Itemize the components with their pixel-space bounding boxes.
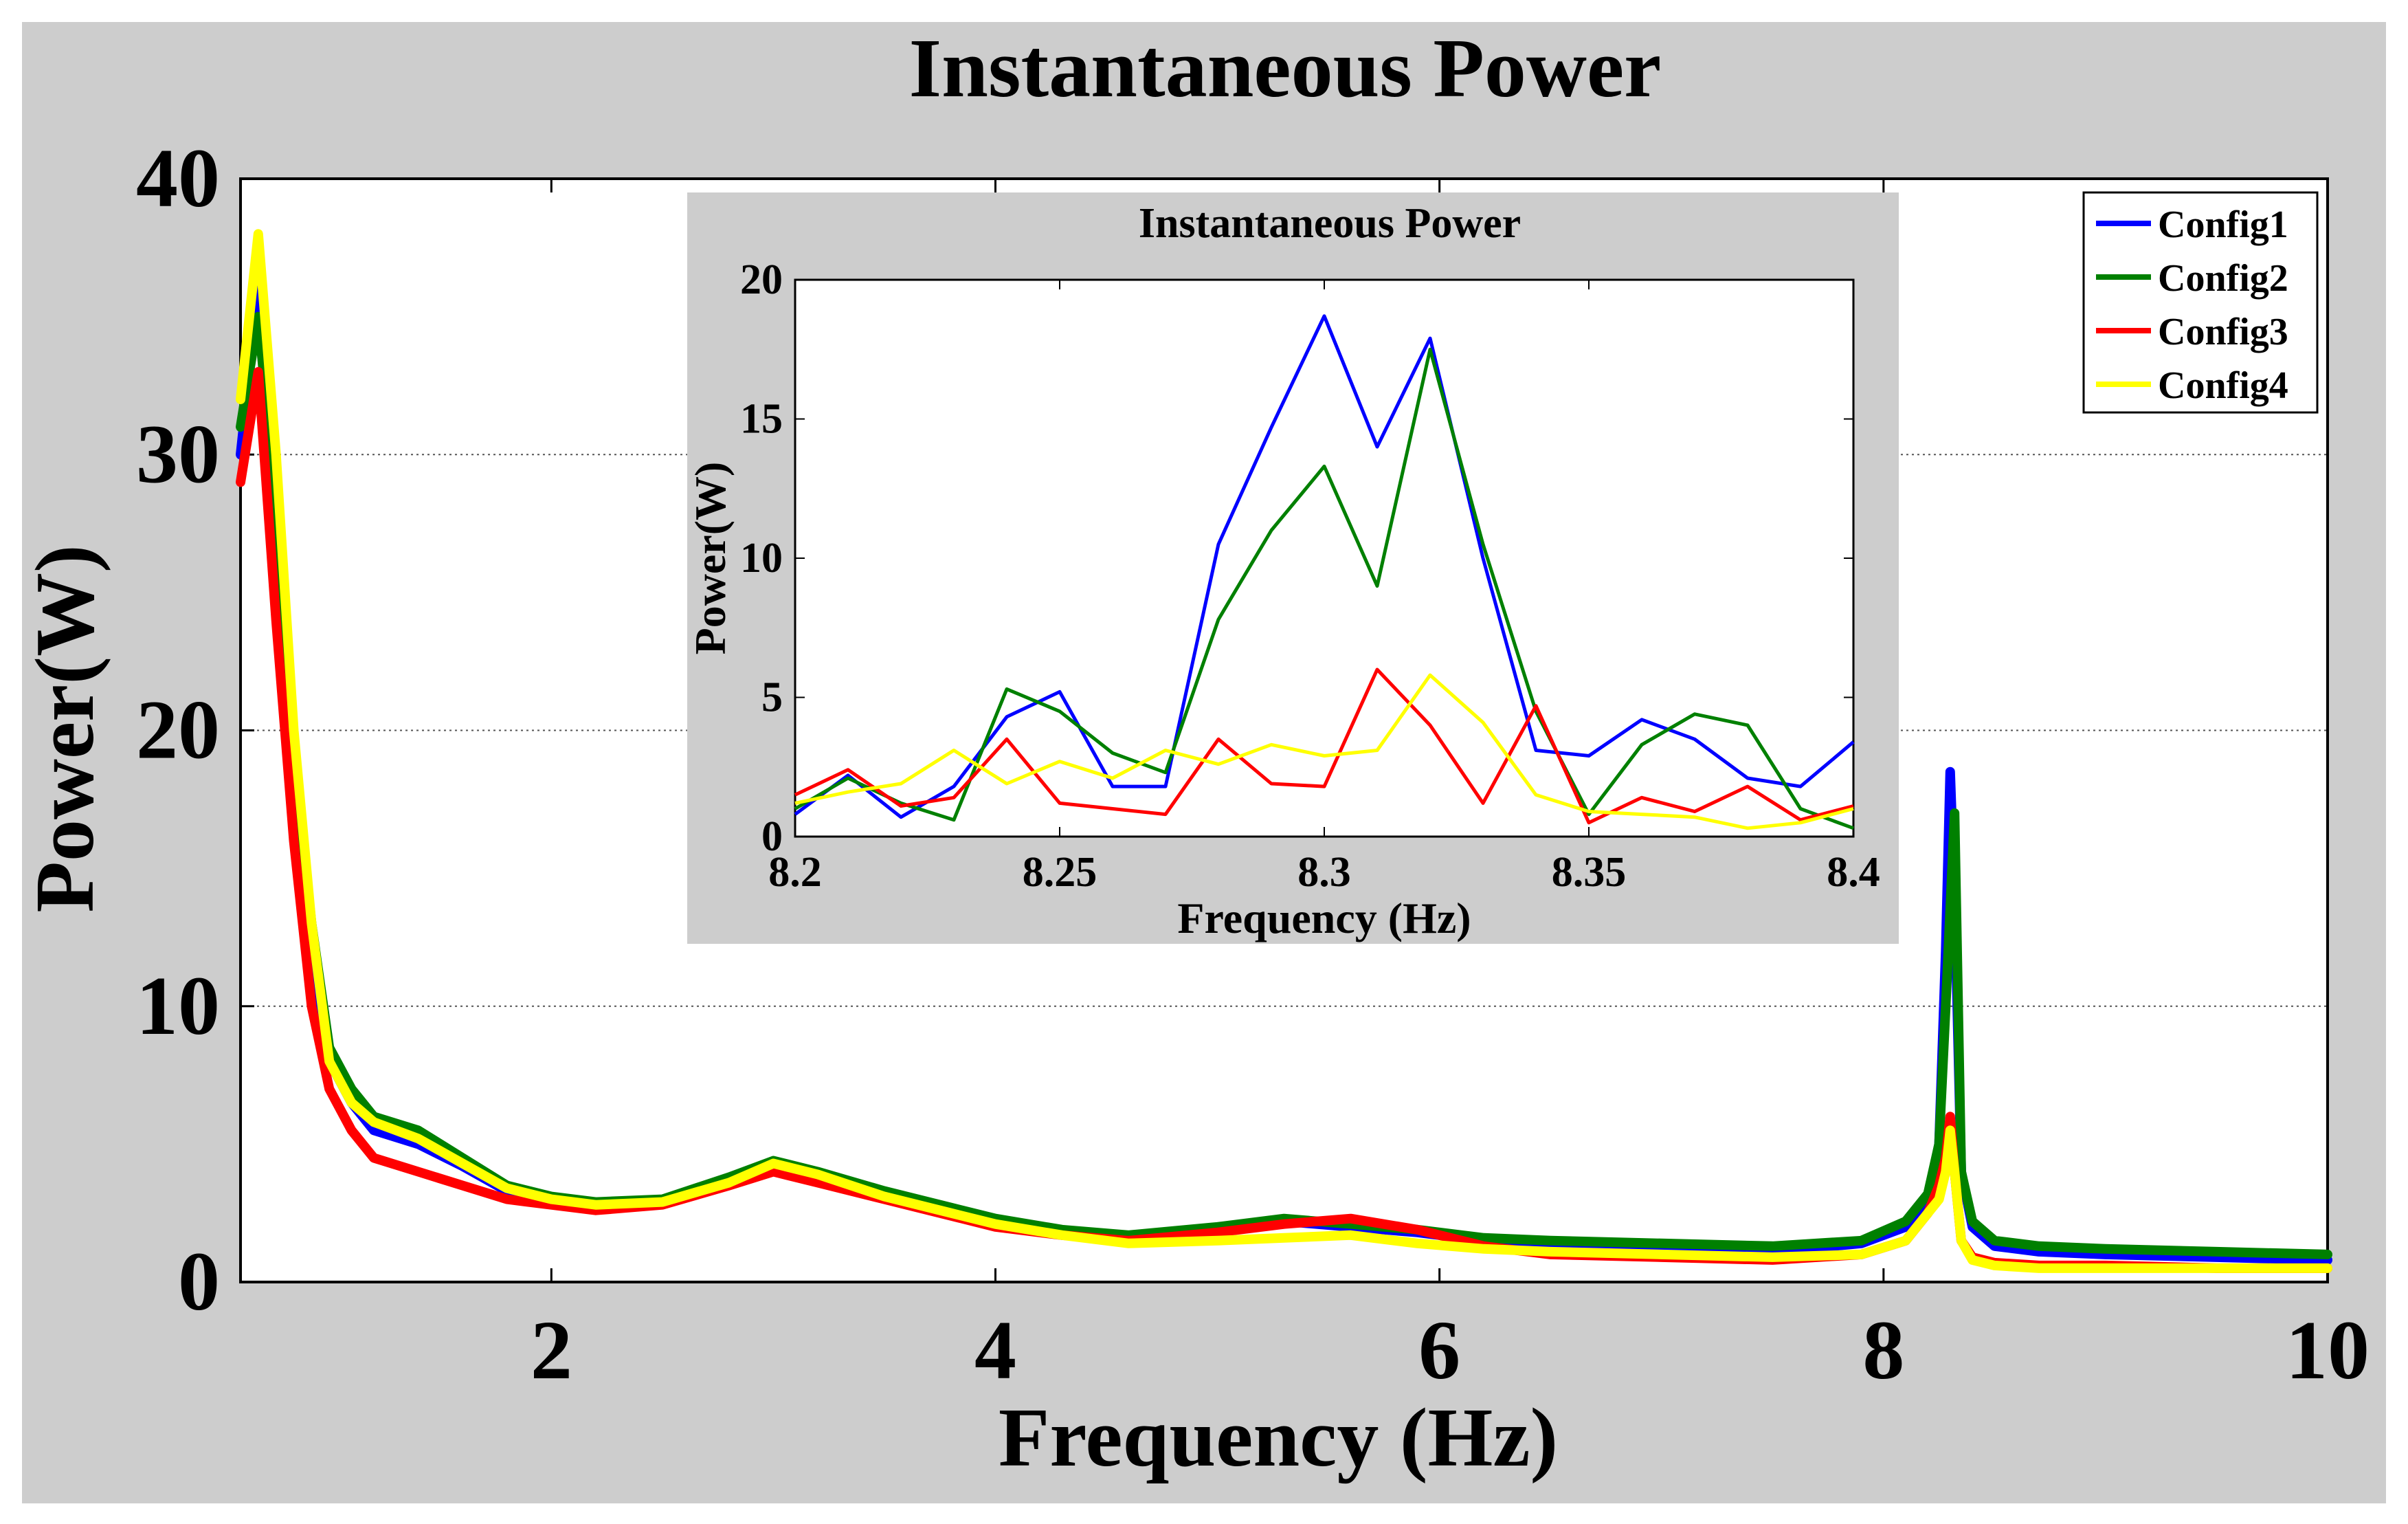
main-y-tick-label: 20 (136, 684, 220, 777)
inset-x-tick-label: 8.35 (1552, 849, 1627, 896)
inset-y-axis-label: Power(W) (686, 462, 735, 655)
inset-y-tick-label: 10 (740, 535, 783, 582)
main-x-tick-label: 2 (531, 1304, 572, 1397)
main-series-line-config2 (236, 311, 2332, 1259)
inset-y-tick-label: 0 (761, 813, 783, 860)
legend-label-config3: Config3 (2158, 311, 2288, 353)
main-y-tick-label: 0 (178, 1235, 220, 1328)
legend-label-config4: Config4 (2158, 364, 2288, 407)
main-series-group (236, 229, 2332, 1273)
inset-x-tick-label: 8.4 (1827, 849, 1880, 896)
main-x-tick-label: 8 (1862, 1304, 1904, 1397)
inset-y-tick-label: 5 (761, 674, 783, 721)
main-y-tick-label: 30 (136, 408, 220, 500)
main-series-line-config4 (236, 229, 2332, 1273)
main-y-axis-label: Power(W) (19, 544, 111, 912)
main-axis-ticks: 2 4 6 8 10 0 10 20 30 40 (136, 132, 2370, 1397)
inset-x-tick-label: 8.25 (1023, 849, 1097, 896)
main-title: Instantaneous Power (909, 22, 1662, 115)
inset-chart: Instantaneous Power 8.2 8.25 8.3 8.35 8.4 0 5 1… (686, 192, 1899, 944)
inset-series-group (794, 314, 1855, 830)
main-y-tick-label: 40 (136, 132, 220, 225)
inset-plot-area (794, 278, 1855, 838)
legend-label-config2: Config2 (2158, 257, 2288, 300)
main-x-tick-label: 4 (974, 1304, 1016, 1397)
inset-x-tick-label: 8.3 (1297, 849, 1351, 896)
inset-title: Instantaneous Power (1139, 200, 1521, 247)
main-x-axis-label: Frequency (Hz) (999, 1391, 1558, 1484)
main-x-tick-label: 10 (2286, 1304, 2370, 1397)
inset-x-tick-label: 8.2 (768, 849, 822, 896)
inset-axis-ticks: 8.2 8.25 8.3 8.35 8.4 0 5 10 15 20 (740, 256, 1880, 896)
legend-box (2082, 191, 2319, 414)
inset-y-tick-label: 15 (740, 396, 783, 443)
inset-x-axis-label: Frequency (Hz) (1177, 894, 1471, 942)
inset-series-line-config4 (794, 673, 1854, 830)
inset-series-line-config3 (794, 667, 1854, 825)
inset-y-tick-label: 20 (740, 256, 783, 303)
main-x-tick-label: 6 (1418, 1304, 1460, 1397)
main-y-tick-label: 10 (136, 960, 220, 1052)
legend-label-config1: Config1 (2158, 203, 2288, 246)
main-grid (241, 454, 2328, 1007)
legend: Config1 Config2 Config3 Config4 (2082, 191, 2319, 414)
